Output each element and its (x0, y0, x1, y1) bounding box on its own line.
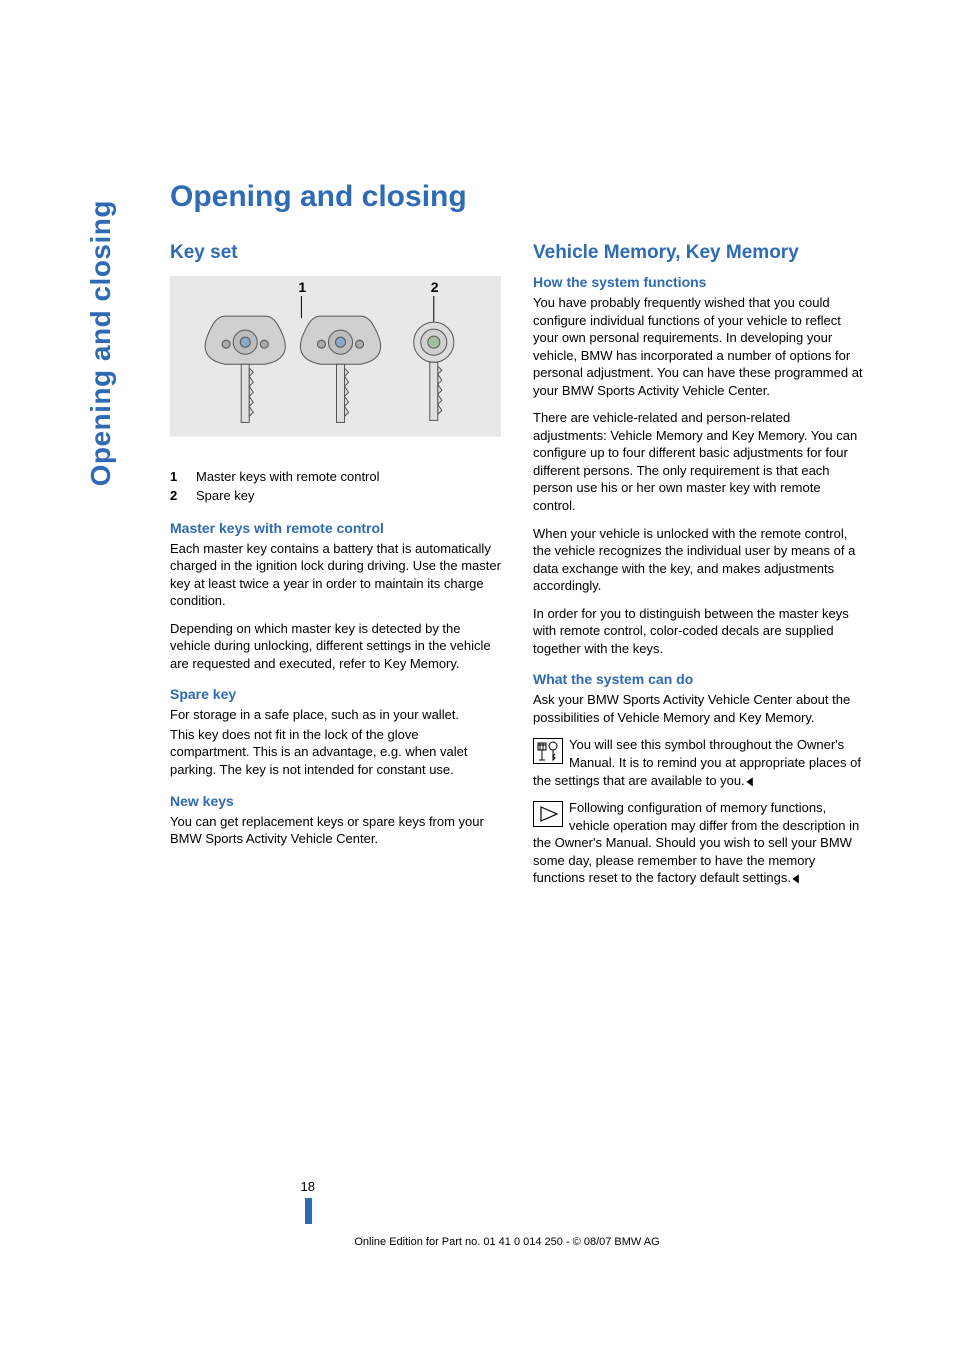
legend-text: Spare key (196, 486, 255, 506)
body-paragraph: Each master key contains a battery that … (170, 540, 501, 610)
body-paragraph: In order for you to distinguish between … (533, 605, 864, 658)
how-functions-heading: How the system functions (533, 274, 864, 290)
right-column: Vehicle Memory, Key Memory How the syste… (533, 242, 864, 897)
key-memory-icon (533, 738, 563, 764)
body-paragraph: There are vehicle-related and person-rel… (533, 409, 864, 514)
body-paragraph: For storage in a safe place, such as in … (170, 706, 501, 724)
figure-label-1: 1 (298, 279, 306, 295)
note-text: Following configuration of memory functi… (533, 800, 859, 885)
spare-key-heading: Spare key (170, 686, 501, 702)
body-paragraph: You can get replacement keys or spare ke… (170, 813, 501, 848)
vehicle-memory-heading: Vehicle Memory, Key Memory (533, 242, 864, 264)
page-number-block: 18 (285, 1179, 315, 1224)
keyset-figure: 1 2 (170, 276, 501, 452)
two-column-layout: Key set 1 2 (170, 242, 864, 897)
end-mark-icon: ◀ (746, 773, 752, 789)
body-paragraph: When your vehicle is unlocked with the r… (533, 525, 864, 595)
page-title: Opening and closing (170, 180, 864, 214)
what-system-heading: What the system can do (533, 671, 864, 687)
body-paragraph: This key does not fit in the lock of the… (170, 726, 501, 779)
body-paragraph: Ask your BMW Sports Activity Vehicle Cen… (533, 691, 864, 726)
note-text: You will see this symbol throughout the … (533, 737, 861, 787)
page-number: 18 (285, 1179, 315, 1194)
caution-triangle-icon (533, 801, 563, 827)
footer-text: Online Edition for Part no. 01 41 0 014 … (354, 1236, 659, 1248)
legend-row-2: 2 Spare key (170, 486, 501, 506)
body-paragraph: Depending on which master key is detecte… (170, 620, 501, 673)
reminder-note: You will see this symbol throughout the … (533, 736, 864, 789)
master-keys-heading: Master keys with remote control (170, 520, 501, 536)
new-keys-heading: New keys (170, 793, 501, 809)
legend-row-1: 1 Master keys with remote control (170, 467, 501, 487)
legend-text: Master keys with remote control (196, 467, 380, 487)
figure-label-2: 2 (431, 279, 439, 295)
end-mark-icon: ◀ (792, 870, 798, 886)
caution-note: Following configuration of memory functi… (533, 799, 864, 887)
body-paragraph: You have probably frequently wished that… (533, 294, 864, 399)
page-footer: Online Edition for Part no. 01 41 0 014 … (0, 1232, 954, 1250)
page-number-bar (305, 1198, 312, 1224)
left-column: Key set 1 2 (170, 242, 501, 897)
page-content: Opening and closing Key set 1 2 (0, 0, 954, 1350)
legend-num: 1 (170, 467, 182, 487)
keyset-heading: Key set (170, 242, 501, 264)
legend-num: 2 (170, 486, 182, 506)
